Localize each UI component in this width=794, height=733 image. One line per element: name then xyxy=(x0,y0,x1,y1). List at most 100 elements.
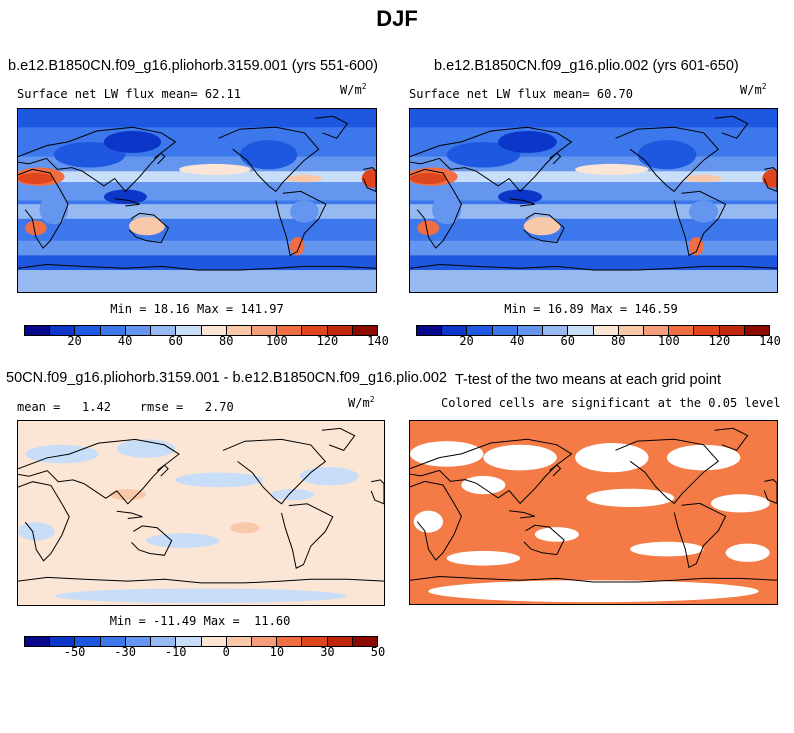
colorbar-tick-label: 80 xyxy=(219,334,234,348)
colorbar-swatch xyxy=(75,326,101,335)
field-region xyxy=(128,216,165,236)
colorbar-tick-label: 40 xyxy=(509,334,525,348)
panel2-minmax: Min = 16.89 Max = 146.59 xyxy=(504,302,678,316)
colorbar-swatch xyxy=(277,637,303,646)
panel1-mean: Surface net LW flux mean= 62.11 xyxy=(17,87,241,101)
colorbar-tick-label: 30 xyxy=(320,645,335,659)
panel1-title: b.e12.B1850CN.f09_g16.pliohorb.3159.001 … xyxy=(8,58,379,74)
field-region xyxy=(575,442,649,473)
colorbar-tick-label: 20 xyxy=(67,334,82,348)
field-region xyxy=(725,543,770,562)
colorbar-swatch xyxy=(25,326,51,335)
coastline xyxy=(523,524,565,556)
field-region xyxy=(39,195,69,225)
colorbar-swatch xyxy=(492,326,518,335)
panel3-colorbar xyxy=(24,636,378,647)
field-region xyxy=(179,163,251,175)
coastline xyxy=(281,503,334,569)
colorbar-swatch xyxy=(226,637,252,646)
field-region xyxy=(299,467,359,486)
colorbar-swatch xyxy=(251,637,278,646)
panel2-mean: Surface net LW flux mean= 60.70 xyxy=(409,87,633,101)
coastline xyxy=(410,263,777,271)
field-region xyxy=(103,189,147,205)
coastline xyxy=(18,576,384,584)
field-band xyxy=(410,270,777,292)
coastline xyxy=(222,438,327,505)
colorbar-tick-label: 0 xyxy=(222,645,230,659)
field-region xyxy=(428,580,759,603)
colorbar-swatch xyxy=(50,637,76,646)
coastline xyxy=(673,502,727,569)
field-region xyxy=(290,200,319,223)
field-region xyxy=(116,439,176,458)
field-region xyxy=(103,130,162,153)
coastline xyxy=(410,480,462,561)
field-region xyxy=(54,588,348,604)
colorbar-swatch xyxy=(618,326,644,335)
coastline xyxy=(153,152,166,165)
colorbar-swatch xyxy=(201,326,227,335)
coastline xyxy=(763,167,777,192)
map-svg xyxy=(410,421,777,604)
field-band xyxy=(18,182,376,201)
coastline xyxy=(509,510,535,519)
coastline xyxy=(116,510,143,519)
coastline xyxy=(315,115,349,139)
field-region xyxy=(270,489,315,501)
panel1-units: W/m2 xyxy=(340,82,367,97)
coastline xyxy=(18,168,69,249)
field-band xyxy=(18,171,376,183)
coastline xyxy=(615,438,720,505)
panel1-minmax: Min = 18.16 Max = 141.97 xyxy=(110,302,284,316)
colorbar-swatch xyxy=(467,326,493,335)
field-region xyxy=(413,510,444,533)
coastline xyxy=(363,167,376,192)
field-band xyxy=(18,240,376,256)
colorbar-swatch xyxy=(593,326,619,335)
colorbar-swatch xyxy=(517,326,544,335)
field-band xyxy=(410,222,777,241)
field-region xyxy=(637,140,697,170)
coastline xyxy=(410,438,573,505)
colorbar-swatch xyxy=(176,637,202,646)
colorbar-tick-label: -50 xyxy=(63,645,86,659)
field-region xyxy=(685,174,722,183)
field-region xyxy=(146,533,220,548)
colorbar-tick-label: 140 xyxy=(759,334,781,348)
colorbar-tick-label: 40 xyxy=(117,334,133,348)
colorbar-swatch xyxy=(151,637,177,646)
colorbar-tick-label: 100 xyxy=(266,334,288,348)
colorbar-tick-label: 60 xyxy=(560,334,575,348)
coastline xyxy=(370,479,384,505)
coastline xyxy=(410,168,462,249)
colorbar-swatch xyxy=(277,326,303,335)
main-title: DJF xyxy=(376,6,418,31)
colorbar-tick-label: 120 xyxy=(316,334,339,348)
field-region xyxy=(575,163,649,175)
field-band xyxy=(410,109,777,128)
colorbar-swatch xyxy=(302,637,328,646)
colorbar-swatch xyxy=(694,326,720,335)
panel3-units: W/m2 xyxy=(348,395,375,410)
colorbar-swatch xyxy=(201,637,227,646)
coastline xyxy=(128,212,170,244)
field-region xyxy=(446,141,521,168)
field-region xyxy=(432,195,462,225)
panel1-map xyxy=(17,108,377,293)
coastline xyxy=(714,427,749,451)
colorbar-swatch xyxy=(744,326,770,335)
coastline xyxy=(156,464,169,477)
field-region xyxy=(18,522,55,541)
field-band xyxy=(410,255,777,271)
panel1-colorbar xyxy=(24,325,378,336)
colorbar-tick-label: 60 xyxy=(168,334,183,348)
field-region xyxy=(286,174,323,183)
coastline xyxy=(714,115,749,139)
field-region xyxy=(53,141,126,168)
field-region xyxy=(666,444,741,471)
field-region xyxy=(18,173,54,185)
map-svg xyxy=(18,421,384,605)
colorbar-tick-label: -30 xyxy=(114,645,136,659)
field-region xyxy=(483,444,557,471)
